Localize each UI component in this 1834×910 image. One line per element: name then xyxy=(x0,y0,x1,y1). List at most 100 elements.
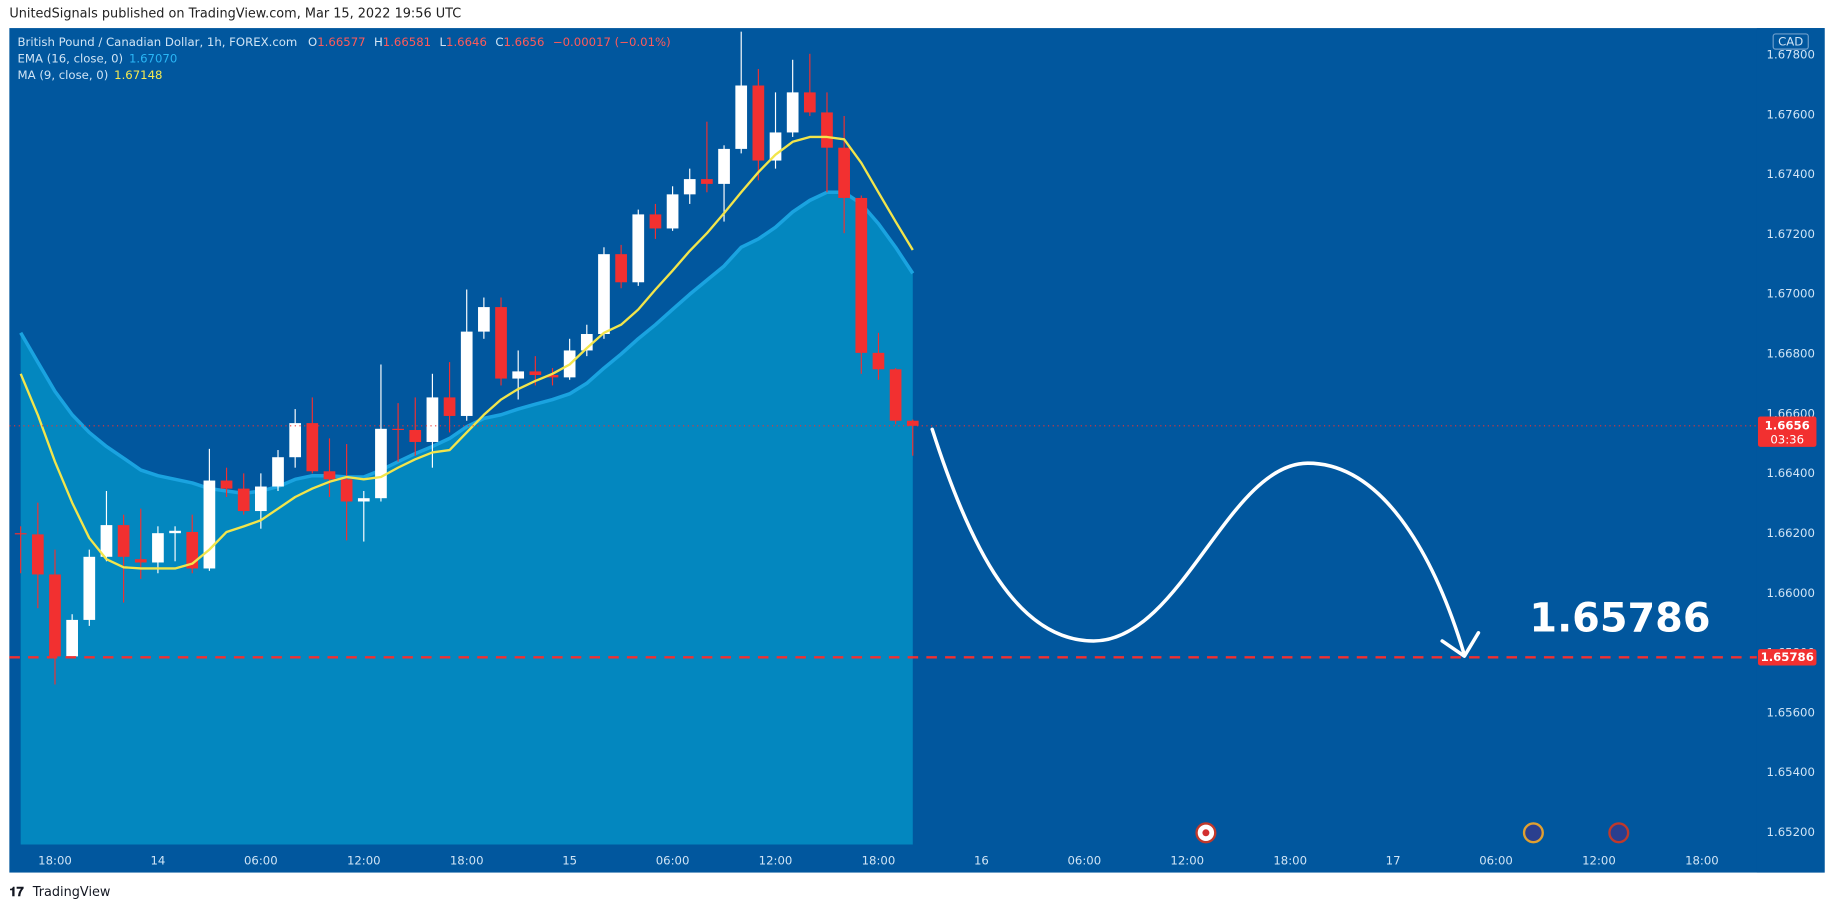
x-tick-label: 18:00 xyxy=(1685,853,1719,867)
legend-letter: O xyxy=(308,35,317,49)
x-tick-label: 16 xyxy=(974,853,989,867)
legend-ema-value: 1.67070 xyxy=(129,51,177,65)
y-tick-label: 1.67600 xyxy=(1767,107,1815,121)
overlay-layer: 1.652001.654001.656001.658001.660001.662… xyxy=(9,47,1817,867)
y-tick-label: 1.66000 xyxy=(1767,586,1815,600)
candle-body xyxy=(769,132,782,161)
candle-body xyxy=(649,214,662,229)
event-icons xyxy=(1195,822,1630,844)
candle-body xyxy=(117,525,130,557)
candle-body xyxy=(855,197,868,353)
legend-letter: C xyxy=(495,35,503,49)
candle-body xyxy=(701,179,713,184)
candle-body xyxy=(512,371,525,379)
y-tick-label: 1.65200 xyxy=(1767,825,1815,839)
y-tick-label: 1.67800 xyxy=(1767,47,1815,61)
event-icon[interactable] xyxy=(1522,822,1544,844)
legend-high: 1.66581 xyxy=(383,35,431,49)
legend-change: −0.00017 (−0.01%) xyxy=(553,35,671,49)
x-tick-label: 18:00 xyxy=(38,853,72,867)
x-tick-label: 06:00 xyxy=(1479,853,1513,867)
candle-body xyxy=(49,574,61,657)
target-price-box xyxy=(1757,649,1817,666)
candle-body xyxy=(306,423,319,472)
candle-body xyxy=(580,334,593,351)
legend-ma-name: MA (9, close, 0) xyxy=(18,67,109,81)
candle-body xyxy=(409,430,422,442)
indicator-line xyxy=(19,190,915,496)
target-annotation: 1.65786 xyxy=(1529,596,1710,642)
x-tick-label: 18:00 xyxy=(1273,853,1307,867)
area-layer xyxy=(19,190,915,845)
candle-body xyxy=(598,254,610,335)
legend-letter: L xyxy=(440,35,447,49)
candle-body xyxy=(546,374,559,378)
candle-body xyxy=(237,488,250,512)
forecast-arrowhead xyxy=(1440,631,1481,658)
candle-body xyxy=(786,92,799,133)
candle-body xyxy=(66,619,78,657)
x-tick-label: 06:00 xyxy=(656,853,690,867)
x-tick-label: 18:00 xyxy=(862,853,896,867)
candle-body xyxy=(838,147,850,198)
candle-body xyxy=(31,534,44,575)
y-tick-label: 1.67400 xyxy=(1767,167,1815,181)
candle-body xyxy=(392,428,404,431)
candle-body xyxy=(666,194,679,229)
candle-body xyxy=(683,179,696,195)
candle-body xyxy=(186,531,199,569)
candle-body xyxy=(632,214,645,283)
x-tick-label: 06:00 xyxy=(1067,853,1101,867)
event-icon-dot xyxy=(1202,829,1210,837)
candle-body xyxy=(134,559,147,563)
candle-body xyxy=(272,457,284,487)
x-tick-label: 18:00 xyxy=(450,853,484,867)
legend-symbol: British Pound / Canadian Dollar, 1h, FOR… xyxy=(18,35,298,49)
candle-body xyxy=(152,533,164,563)
candles-layer xyxy=(14,31,919,685)
legend-row: British Pound / Canadian Dollar, 1h, FOR… xyxy=(18,35,671,49)
candle-body xyxy=(735,85,748,149)
legend-letter: H xyxy=(374,35,383,49)
x-tick-label: 12:00 xyxy=(1582,853,1616,867)
x-tick-label: 12:00 xyxy=(347,853,381,867)
candle-body xyxy=(289,423,302,458)
y-tick-label: 1.66800 xyxy=(1767,347,1815,361)
candle-body xyxy=(615,254,627,283)
currency: CAD xyxy=(1778,35,1803,49)
candle-body xyxy=(752,85,765,161)
candle-body xyxy=(460,331,473,416)
candle-body xyxy=(357,498,370,502)
candle-body xyxy=(495,307,507,379)
candle-body xyxy=(872,352,885,370)
footer-logo: 𝟏𝟕 xyxy=(9,885,24,900)
indicator-line xyxy=(19,135,914,570)
x-tick-label: 12:00 xyxy=(1170,853,1204,867)
legend-open: 1.66577 xyxy=(317,35,365,49)
legend-ma-value: 1.67148 xyxy=(114,67,162,81)
candle-body xyxy=(375,428,387,499)
currency-badge xyxy=(1772,33,1809,50)
header: UnitedSignals published on TradingView.c… xyxy=(9,7,461,22)
last-price-box xyxy=(1757,416,1817,447)
y-tick-label: 1.65600 xyxy=(1767,705,1815,719)
target-price-label: 1.65786 xyxy=(1761,650,1814,664)
last-price-label: 1.6656 xyxy=(1765,418,1810,432)
candle-body xyxy=(169,530,181,534)
event-icon[interactable] xyxy=(1608,822,1630,844)
legend-ma: MA (9, close, 0) 1.67148 xyxy=(18,67,163,81)
candle-body xyxy=(443,397,456,416)
footer: TradingView xyxy=(32,885,111,900)
y-tick-label: 1.66400 xyxy=(1767,466,1815,480)
candle-body xyxy=(821,112,833,148)
legend-ema-name: EMA (16, close, 0) xyxy=(18,51,124,65)
x-tick-label: 15 xyxy=(562,853,577,867)
x-tick-label: 14 xyxy=(150,853,165,867)
candle-body xyxy=(323,471,336,480)
candle-body xyxy=(203,480,216,569)
candle-body xyxy=(478,307,490,332)
y-tick-label: 1.67200 xyxy=(1767,227,1815,241)
legend-close: 1.6656 xyxy=(504,35,545,49)
